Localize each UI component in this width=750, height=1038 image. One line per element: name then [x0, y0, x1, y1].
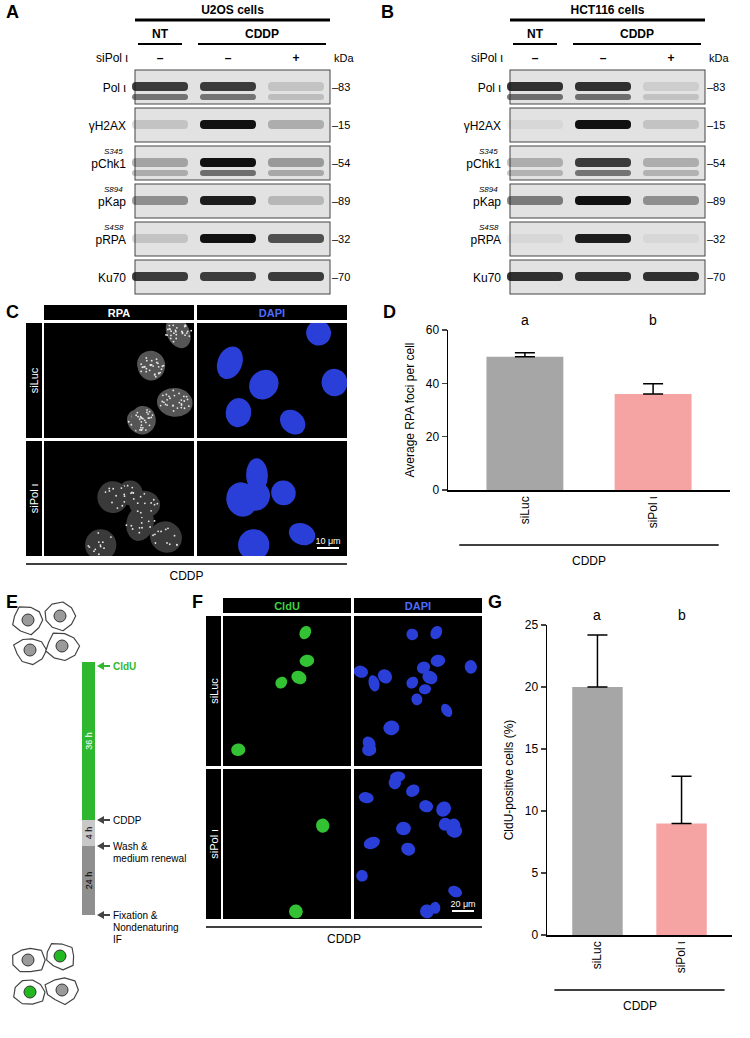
svg-text:–: – [157, 51, 164, 65]
svg-text:S345: S345 [104, 147, 123, 156]
svg-text:Pol ι: Pol ι [103, 81, 127, 95]
svg-text:CldU: CldU [113, 661, 136, 672]
svg-text:CDDP: CDDP [623, 999, 657, 1013]
svg-text:kDa: kDa [709, 52, 729, 64]
svg-text:pKap: pKap [98, 195, 126, 209]
svg-text:Nondenaturing: Nondenaturing [113, 922, 179, 933]
svg-text:G: G [488, 592, 502, 612]
svg-text:–83: –83 [707, 81, 725, 93]
svg-text:S894: S894 [479, 185, 498, 194]
svg-text:U2OS cells: U2OS cells [201, 3, 264, 17]
svg-text:S4S8: S4S8 [104, 223, 124, 232]
svg-text:–: – [532, 51, 539, 65]
svg-text:γH2AX: γH2AX [89, 119, 126, 133]
svg-text:–: – [225, 51, 232, 65]
svg-text:40: 40 [426, 377, 440, 391]
svg-text:20: 20 [525, 680, 539, 694]
svg-text:Pol ι: Pol ι [478, 81, 502, 95]
svg-text:–54: –54 [707, 157, 725, 169]
svg-text:CDDP: CDDP [169, 569, 203, 583]
svg-text:–54: –54 [332, 157, 350, 169]
svg-text:–: – [600, 51, 607, 65]
svg-text:kDa: kDa [334, 52, 354, 64]
svg-text:0: 0 [432, 483, 439, 497]
svg-text:+: + [667, 51, 674, 65]
svg-text:S345: S345 [479, 147, 498, 156]
svg-text:siPol ι: siPol ι [208, 829, 220, 859]
svg-text:B: B [381, 2, 394, 22]
svg-text:–89: –89 [332, 195, 350, 207]
svg-text:CDDP: CDDP [327, 932, 361, 946]
svg-text:–89: –89 [707, 195, 725, 207]
svg-text:pRPA: pRPA [471, 233, 501, 247]
svg-text:pKap: pKap [473, 195, 501, 209]
svg-text:siLuc: siLuc [208, 678, 220, 704]
svg-text:b: b [678, 607, 686, 623]
svg-text:Fixation &: Fixation & [113, 910, 158, 921]
svg-text:siLuc: siLuc [518, 496, 532, 524]
svg-text:siPol ι: siPol ι [674, 941, 688, 973]
svg-text:S894: S894 [104, 185, 123, 194]
svg-text:DAPI: DAPI [405, 600, 431, 612]
svg-text:–32: –32 [707, 233, 725, 245]
svg-text:+: + [292, 51, 299, 65]
svg-text:b: b [649, 312, 657, 328]
svg-text:NT: NT [527, 27, 544, 41]
svg-text:–15: –15 [707, 119, 725, 131]
svg-text:60: 60 [426, 323, 440, 337]
svg-text:24 h: 24 h [84, 872, 94, 890]
svg-text:CDDP: CDDP [245, 27, 279, 41]
svg-text:siLuc: siLuc [590, 941, 604, 969]
svg-text:RPA: RPA [108, 307, 130, 319]
svg-text:10: 10 [525, 804, 539, 818]
svg-text:γH2AX: γH2AX [464, 119, 501, 133]
svg-text:pChk1: pChk1 [466, 157, 501, 171]
svg-text:siLuc: siLuc [28, 367, 40, 393]
svg-text:Ku70: Ku70 [98, 271, 126, 285]
svg-text:CldU: CldU [274, 600, 300, 612]
svg-text:a: a [593, 607, 601, 623]
svg-text:25: 25 [525, 618, 539, 632]
svg-text:36 h: 36 h [84, 732, 94, 750]
svg-text:NT: NT [152, 27, 169, 41]
svg-text:Average RPA foci per cell: Average RPA foci per cell [403, 343, 417, 478]
svg-text:–70: –70 [332, 271, 350, 283]
svg-text:pChk1: pChk1 [91, 157, 126, 171]
svg-text:siPol ι: siPol ι [471, 51, 503, 65]
svg-text:pRPA: pRPA [96, 233, 126, 247]
svg-text:4 h: 4 h [84, 827, 94, 840]
svg-text:F: F [192, 592, 203, 612]
svg-text:–83: –83 [332, 81, 350, 93]
svg-text:S4S8: S4S8 [479, 223, 499, 232]
svg-text:A: A [6, 2, 19, 22]
svg-text:CDDP: CDDP [572, 554, 606, 568]
svg-text:DAPI: DAPI [259, 307, 285, 319]
svg-text:–15: –15 [332, 119, 350, 131]
svg-text:CDDP: CDDP [113, 815, 142, 826]
svg-text:5: 5 [531, 866, 538, 880]
svg-text:20: 20 [426, 430, 440, 444]
svg-text:IF: IF [113, 934, 122, 945]
svg-text:E: E [6, 592, 18, 612]
svg-text:siPol ι: siPol ι [646, 496, 660, 528]
svg-text:siPol ι: siPol ι [28, 483, 40, 513]
svg-text:Ku70: Ku70 [473, 271, 501, 285]
svg-text:20 μm: 20 μm [450, 899, 475, 909]
svg-text:CDDP: CDDP [620, 27, 654, 41]
svg-text:10 μm: 10 μm [315, 536, 340, 546]
svg-text:Wash &: Wash & [113, 841, 148, 852]
svg-text:15: 15 [525, 742, 539, 756]
svg-text:D: D [383, 302, 396, 322]
svg-text:0: 0 [531, 928, 538, 942]
svg-text:CldU-positive cells (%): CldU-positive cells (%) [502, 720, 516, 841]
svg-text:HCT116 cells: HCT116 cells [570, 3, 644, 17]
svg-text:–70: –70 [707, 271, 725, 283]
svg-text:C: C [6, 302, 19, 322]
svg-text:–32: –32 [332, 233, 350, 245]
svg-text:medium renewal: medium renewal [113, 853, 186, 864]
svg-text:siPol ι: siPol ι [96, 51, 128, 65]
svg-text:a: a [521, 312, 529, 328]
